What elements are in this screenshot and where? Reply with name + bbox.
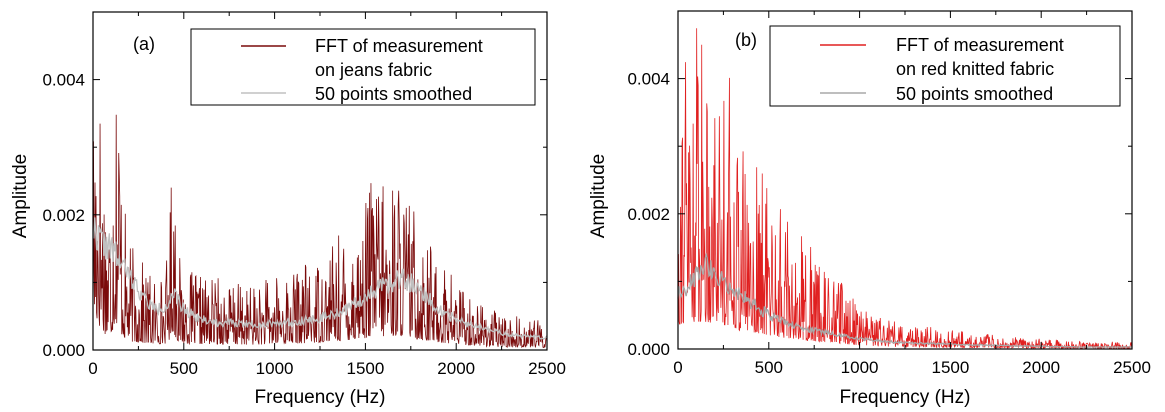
y-tick-label-b: 0.000 xyxy=(627,340,670,359)
y-tick-label-a: 0.002 xyxy=(42,206,85,225)
legend-label-fft-b-line2: on red knitted fabric xyxy=(896,59,1054,79)
ticks-a: 0 500 1000 1500 2000 2500 0.000 0.002 0.004 xyxy=(42,11,566,378)
y-tick-label-b: 0.002 xyxy=(627,205,670,224)
legend-label-fft-b-line1: FFT of measurement xyxy=(896,35,1064,55)
x-tick-label-b: 1500 xyxy=(931,358,969,377)
legend-a: FFT of measurement on jeans fabric 50 po… xyxy=(190,28,536,106)
x-tick-label-a: 500 xyxy=(170,359,198,378)
x-tick-label-a: 1000 xyxy=(256,359,294,378)
smoothed-line-a xyxy=(92,217,548,341)
y-tick-label-b: 0.004 xyxy=(627,70,670,89)
smoothed-series-jeans xyxy=(92,217,548,341)
x-tick-label-b: 2500 xyxy=(1113,358,1151,377)
x-tick-label-a: 2000 xyxy=(437,359,475,378)
x-tick-label-b: 500 xyxy=(755,358,783,377)
fft-series-jeans xyxy=(92,114,548,349)
legend-b: FFT of measurement on red knitted fabric… xyxy=(769,25,1121,107)
legend-label-fft-a-line1: FFT of measurement xyxy=(315,36,483,56)
x-tick-label-a: 0 xyxy=(88,359,97,378)
y-axis-title-b: Amplitude xyxy=(588,154,609,239)
x-axis-title-b: Frequency (Hz) xyxy=(840,387,971,408)
legend-label-fft-a-line2: on jeans fabric xyxy=(315,60,432,80)
x-tick-label-b: 2000 xyxy=(1022,358,1060,377)
legend-label-smooth-a: 50 points smoothed xyxy=(315,84,472,104)
x-tick-label-a: 2500 xyxy=(528,359,566,378)
x-axis-title-a: Frequency (Hz) xyxy=(255,387,386,408)
ticks-b: 0 500 1000 1500 2000 2500 0.000 0.002 0.004 xyxy=(627,10,1151,377)
y-axis-title-a: Amplitude xyxy=(10,154,31,239)
panel-label-b: (b) xyxy=(735,30,757,50)
fft-line-a xyxy=(92,114,548,349)
x-tick-label-b: 1000 xyxy=(841,358,879,377)
panel-label-a: (a) xyxy=(133,34,155,54)
y-tick-label-a: 0.000 xyxy=(42,341,85,360)
x-tick-label-a: 1500 xyxy=(346,359,384,378)
legend-label-smooth-b: 50 points smoothed xyxy=(896,84,1053,104)
y-tick-label-a: 0.004 xyxy=(42,71,85,90)
smoothed-series-red-knitted xyxy=(677,252,1133,348)
x-tick-label-b: 0 xyxy=(673,358,682,377)
smoothed-line-b xyxy=(677,252,1133,348)
